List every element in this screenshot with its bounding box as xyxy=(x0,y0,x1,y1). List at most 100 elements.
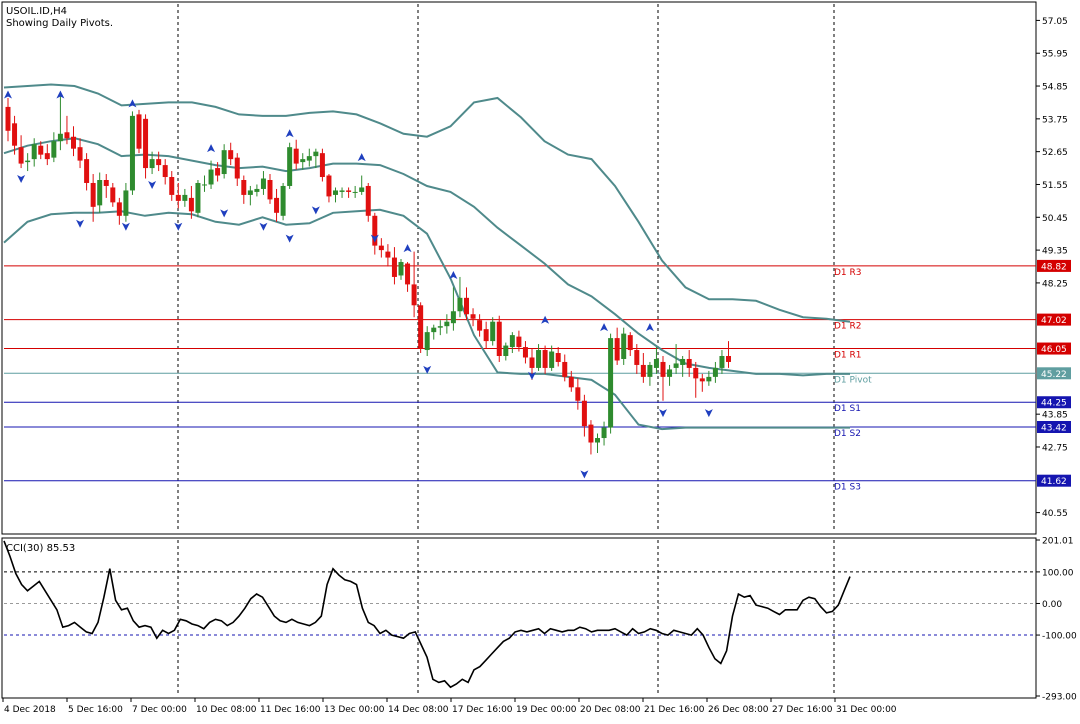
pivot-label: D1 S2 xyxy=(834,429,861,439)
candle-body xyxy=(215,168,221,176)
candle-body xyxy=(300,159,306,163)
price-axis: 57.05 55.95 54.85 53.75 52.65 51.55 50.45 49.35… xyxy=(1036,17,1068,519)
price-tick-label: 49.35 xyxy=(1042,247,1068,257)
fractal-up-arrow xyxy=(4,90,12,99)
cci-tick-label: 201.01 xyxy=(1042,536,1074,546)
candle-body xyxy=(640,364,646,377)
symbol-title: USOIL.ID,H4 xyxy=(6,6,67,17)
candle-body xyxy=(614,338,620,361)
candle-body xyxy=(57,133,63,142)
pivot-price-tag-text: 47.02 xyxy=(1041,316,1067,326)
candle-body xyxy=(450,311,456,324)
candle-body xyxy=(418,305,424,349)
candle-body xyxy=(431,327,437,333)
candle-body xyxy=(313,151,319,157)
time-tick-label: 10 Dec 08:00 xyxy=(196,705,257,715)
fractal-down-arrow xyxy=(174,222,183,231)
candle-body xyxy=(182,194,188,201)
candle-body xyxy=(673,363,679,368)
pivot-price-tag xyxy=(1037,259,1071,272)
candle-body xyxy=(267,180,273,200)
candle-body xyxy=(103,180,109,186)
candle-body xyxy=(228,150,234,160)
candle-body xyxy=(260,178,266,189)
candle-body xyxy=(706,376,712,382)
price-tick-label: 43.85 xyxy=(1042,411,1068,421)
candle-body xyxy=(378,245,384,251)
candle-body xyxy=(319,153,325,178)
candle-body xyxy=(247,190,253,195)
cci-line xyxy=(3,540,851,689)
price-panel-frame xyxy=(1,1,1037,535)
candle-body xyxy=(202,184,207,186)
candle-body xyxy=(405,263,411,285)
candle-body xyxy=(575,387,581,401)
time-tick-label: 4 Dec 2018 xyxy=(4,705,56,715)
pivot-lines: D1 R3 D1 R2 D1 R1 D1 Pivot D1 S1 D1 S2 D1 S3 xyxy=(4,265,1036,493)
candle-body xyxy=(143,118,149,169)
price-tick-label: 51.55 xyxy=(1042,181,1068,191)
candle-body xyxy=(424,332,430,351)
fractal-up-arrow xyxy=(403,244,412,253)
price-tick-label: 40.55 xyxy=(1042,509,1068,519)
candle-body xyxy=(254,188,260,192)
fractal-down-arrow xyxy=(423,365,432,374)
pivot-price-tag xyxy=(1037,396,1071,409)
time-tick-label: 13 Dec 00:00 xyxy=(324,705,385,715)
candle-body xyxy=(542,350,548,368)
candle-body xyxy=(64,132,70,139)
fractal-down-arrow xyxy=(17,175,26,184)
cci-panel: 201.01 100.00 0.00 -100.00 -293.00 CCI(30) 8… xyxy=(1,536,1077,703)
candle-body xyxy=(555,353,561,362)
candle-body xyxy=(25,160,31,163)
candle-body xyxy=(188,197,194,212)
candle-body xyxy=(241,180,247,195)
price-tick-label: 57.05 xyxy=(1042,17,1068,27)
candle-body xyxy=(608,338,614,428)
candle-body xyxy=(129,115,135,191)
candle-body xyxy=(195,182,201,213)
fractal-up-arrow xyxy=(128,99,137,108)
vertical-grid xyxy=(177,4,835,532)
fractal-up-arrow xyxy=(645,323,654,332)
pivot-label: D1 Pivot xyxy=(834,375,872,385)
candle-body xyxy=(84,159,90,183)
candle-body xyxy=(549,351,555,368)
pivot-price-tag-text: 43.42 xyxy=(1041,423,1067,433)
pivot-label: D1 R1 xyxy=(834,351,862,361)
candle-body xyxy=(110,187,116,203)
time-tick-label: 14 Dec 08:00 xyxy=(388,705,449,715)
candle-body xyxy=(12,123,18,146)
candle-body xyxy=(287,147,293,186)
pivot-label: D1 R3 xyxy=(834,268,862,278)
price-panel: D1 R3 D1 R2 D1 R1 D1 Pivot D1 S1 D1 S2 D1 S3 5… xyxy=(1,1,1071,535)
time-tick-label: 26 Dec 08:00 xyxy=(708,705,769,715)
fractal-down-arrow xyxy=(76,219,85,228)
cci-tick-label: -100.00 xyxy=(1042,632,1077,642)
pivot-label: D1 R2 xyxy=(834,322,862,332)
candle-body xyxy=(116,202,122,216)
fractal-up-arrow xyxy=(56,90,65,99)
candle-body xyxy=(693,367,699,379)
candle-body xyxy=(680,358,686,365)
candle-body xyxy=(444,321,450,327)
candle-body xyxy=(234,157,240,179)
candle-body xyxy=(359,187,365,192)
time-tick-label: 27 Dec 16:00 xyxy=(772,705,833,715)
cci-line-layer xyxy=(3,540,851,689)
candle-body xyxy=(391,257,397,277)
candle-body xyxy=(588,424,594,443)
pivot-price-tag xyxy=(1037,367,1071,380)
pivot-price-tag-text: 44.25 xyxy=(1041,399,1067,409)
pivot-price-tag-text: 45.22 xyxy=(1041,370,1067,380)
candle-body xyxy=(398,262,404,276)
candle-body xyxy=(306,156,312,161)
candle-body xyxy=(136,114,142,149)
price-tick-label: 53.75 xyxy=(1042,115,1068,125)
candle-body xyxy=(365,185,371,216)
pivot-price-tag xyxy=(1037,420,1071,433)
pivot-price-tag xyxy=(1037,342,1071,355)
candle-body xyxy=(333,190,338,195)
fractal-down-arrow xyxy=(528,371,536,380)
